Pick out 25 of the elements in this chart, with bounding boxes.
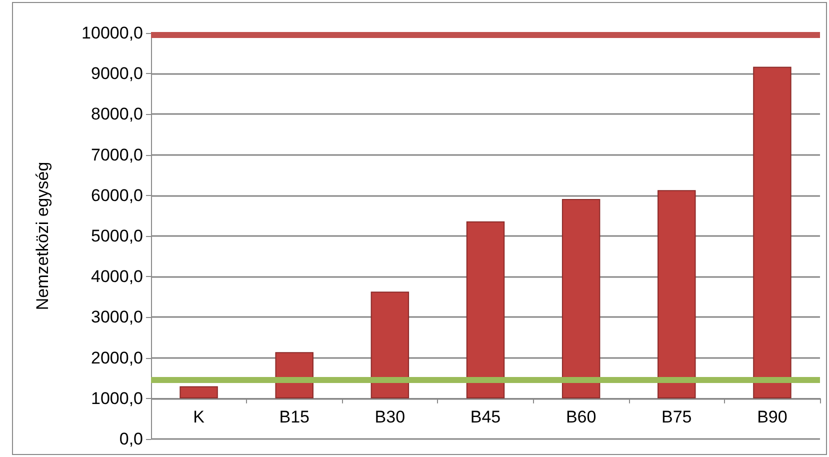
y-tick-label: 1000,0 [91,388,143,408]
y-tick-label: 7000,0 [91,145,143,164]
bar [370,292,410,398]
y-tick-label: 0,0 [119,430,143,448]
x-tick-label: B15 [279,407,310,426]
x-tick-label: B45 [470,407,501,426]
bar [753,66,792,398]
y-tick-label: 3000,0 [91,308,143,327]
y-tick-label: 2000,0 [91,348,143,368]
x-tick-label: B90 [757,407,788,426]
y-tick-label: 4000,0 [91,267,143,286]
bar [658,190,696,398]
x-tick-label: B75 [662,407,692,426]
y-tick-label: 5000,0 [91,226,143,246]
bar [180,386,218,398]
y-tick-label: 10000,0 [82,24,143,42]
x-tick-label: K [193,407,206,426]
y-tick-label: 9000,0 [91,64,143,84]
y-tick-label: 6000,0 [91,186,143,205]
bar [466,221,505,398]
x-tick-label: B30 [374,407,406,426]
y-axis-title: Nemzetközi egység [33,162,52,310]
x-tick-label: B60 [566,407,596,426]
bar [562,199,600,398]
y-tick-label: 8000,0 [91,104,143,124]
